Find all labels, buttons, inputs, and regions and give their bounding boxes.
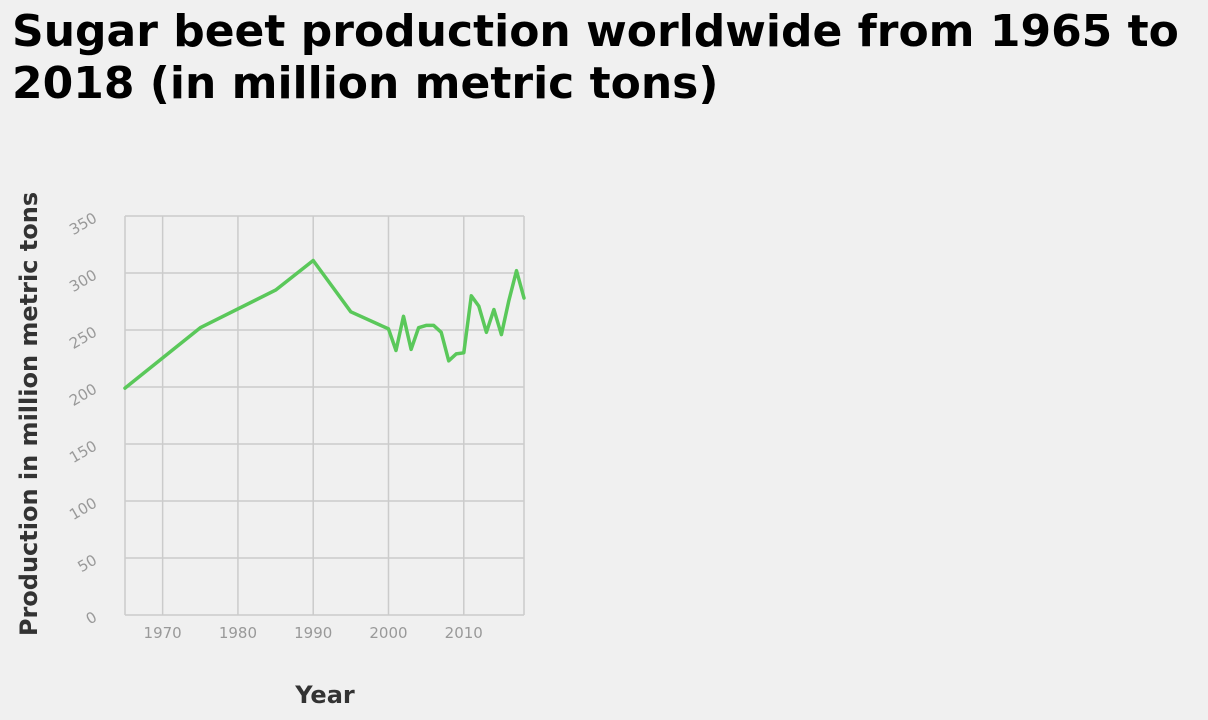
y-tick-label: 200 [66, 380, 100, 410]
y-tick-label: 0 [83, 608, 100, 628]
y-tick-label: 50 [74, 551, 100, 576]
x-tick-label: 2010 [445, 624, 483, 642]
y-tick-label: 100 [66, 494, 100, 524]
y-tick-label: 150 [66, 437, 100, 467]
x-tick-label: 2000 [369, 624, 407, 642]
x-tick-label: 1970 [144, 624, 182, 642]
chart-title: Sugar beet production worldwide from 196… [12, 6, 1179, 109]
x-axis-title: Year [294, 681, 355, 709]
y-axis-title: Production in million metric tons [15, 192, 43, 636]
y-tick-label: 250 [66, 323, 100, 353]
tick-labels: 0 50 100 150 200 250 300 350 1970 1980 1990 2000 201… [66, 209, 483, 642]
x-tick-label: 1990 [294, 624, 332, 642]
series-line [123, 258, 526, 390]
y-tick-label: 350 [66, 209, 100, 239]
x-tick-label: 1980 [219, 624, 257, 642]
grid-lines [124, 215, 525, 616]
y-tick-label: 300 [66, 266, 100, 296]
